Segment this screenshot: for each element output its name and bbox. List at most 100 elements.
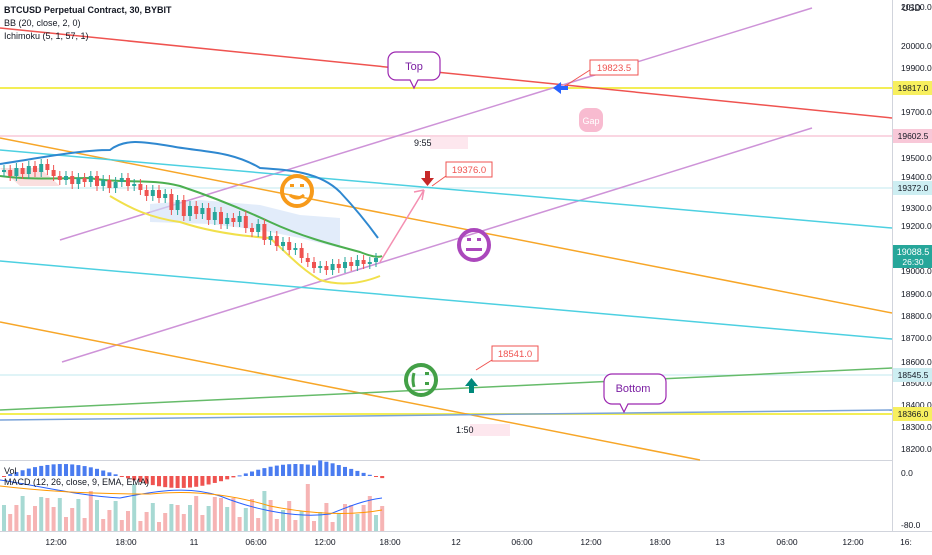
current-price-badge[interactable]: 19088.5 26:30 — [893, 245, 932, 268]
volume-bar — [20, 496, 25, 531]
candle-body — [57, 176, 62, 180]
macd-hist-bar — [281, 464, 285, 476]
candle-body — [200, 208, 205, 214]
volume-bar — [8, 514, 13, 531]
macd-hist-bar — [26, 468, 31, 476]
price-tick-label: 19000.0 — [901, 266, 932, 276]
macd-hist-bar — [206, 476, 211, 485]
volume-bar — [138, 521, 143, 531]
price-badges: 19817.0 19602.5 19372.0 18545.5 18366.0 — [893, 81, 932, 421]
price-axis[interactable]: 20100.0 20000.0 19900.0 19700.0 19500.0 19400… — [901, 2, 932, 454]
callout-bottom-text: Bottom — [616, 383, 651, 395]
trendline-orange-lower[interactable] — [0, 321, 701, 461]
price-badge-bg — [893, 181, 932, 195]
macd-hist-bar — [2, 476, 6, 477]
macd-hist-bar — [194, 476, 199, 487]
macd-hist-bar — [51, 464, 56, 476]
volume-bar — [367, 496, 372, 531]
projection-line[interactable] — [379, 189, 425, 263]
indicator-pane[interactable] — [0, 461, 892, 531]
volume-bar — [206, 506, 211, 531]
macd-hist-bar — [355, 470, 360, 476]
candle-body — [8, 170, 13, 176]
volume-bar — [181, 514, 186, 531]
price-tick-label: 19900.0 — [901, 63, 932, 73]
callout-gap[interactable]: Gap — [579, 108, 603, 132]
candle-body — [287, 242, 292, 250]
trendline-blue[interactable] — [0, 409, 893, 421]
price-callout-high[interactable]: 19823.5 — [564, 59, 639, 87]
candle-body — [256, 224, 261, 232]
macd-hist-bar — [324, 461, 329, 476]
volume-bar — [281, 510, 285, 531]
trendline-orange-upper[interactable] — [0, 137, 893, 314]
macd-hist-bar — [200, 476, 205, 486]
volume-bar — [45, 498, 50, 531]
trendline-green[interactable] — [0, 367, 893, 411]
volume-bar — [225, 507, 230, 531]
macd-histogram[interactable] — [2, 460, 385, 488]
trendline-red[interactable] — [0, 27, 893, 119]
candles[interactable] — [2, 159, 378, 275]
macd-legend[interactable]: MACD (12, 26, close, 9, EMA, EMA) — [4, 477, 150, 487]
candle-body — [206, 208, 211, 220]
candle-body — [219, 212, 223, 224]
trendline-teal-lower[interactable] — [0, 260, 893, 340]
price-tick-label: 19200.0 — [901, 221, 932, 231]
macd-hist-bar — [150, 476, 155, 486]
volume-bar — [374, 515, 378, 531]
price-badge-label: 18545.5 — [898, 370, 929, 380]
price-tick-label: 18400.0 — [901, 400, 932, 410]
main-pane[interactable] — [0, 0, 892, 460]
volume-bars[interactable] — [2, 484, 385, 531]
candle-body — [126, 178, 130, 186]
macd-hist-bar — [305, 464, 310, 476]
candle-body — [194, 206, 199, 214]
ichimoku-legend[interactable]: Ichimoku (5, 1, 57, 1) — [4, 31, 89, 41]
symbol-title[interactable]: BTCUSD Perpetual Contract, 30, BYBIT — [4, 5, 172, 15]
bb-legend[interactable]: BB (20, close, 2, 0) — [4, 18, 81, 28]
price-callout-low[interactable]: 18541.0 — [475, 345, 539, 371]
macd-hist-bar — [367, 474, 372, 476]
volume-bar — [2, 505, 6, 531]
volume-bar — [200, 515, 205, 531]
trendline-purple-lower[interactable] — [61, 127, 813, 363]
macd-hist-bar — [318, 460, 323, 476]
volume-bar — [119, 520, 124, 531]
down-arrow-icon — [421, 171, 434, 186]
macd-hist-bar — [157, 476, 161, 487]
up-arrow-icon — [465, 378, 478, 393]
time-tick-label: 18:00 — [115, 537, 137, 547]
time-label-2-bg — [470, 424, 510, 436]
volume-bar — [33, 506, 37, 531]
volume-bar — [14, 505, 19, 531]
candle-body — [88, 176, 93, 182]
macd-hist-bar — [212, 476, 217, 483]
callout-bottom[interactable]: Bottom — [603, 373, 667, 414]
volume-bar — [64, 517, 68, 531]
candle-body — [14, 168, 19, 176]
volume-bar — [324, 503, 329, 531]
time-axis[interactable]: 12:00 18:00 11 06:00 12:00 18:00 12 06:00 12:00 1… — [45, 537, 912, 547]
macd-hist-bar — [250, 471, 254, 476]
macd-hist-bar — [231, 476, 236, 478]
volume-bar — [305, 484, 310, 531]
price-tick-label: 18800.0 — [901, 311, 932, 321]
volume-bar — [312, 521, 316, 531]
candle-body — [343, 262, 347, 268]
vol-legend[interactable]: Vol — [4, 466, 17, 476]
projection-arrowhead — [413, 189, 425, 201]
macd-hist-bar — [101, 470, 106, 476]
volume-bar — [39, 497, 44, 531]
price-callout-mid[interactable]: 19376.0 — [431, 161, 493, 187]
price-tick-label: 18700.0 — [901, 333, 932, 343]
macd-hist-bar — [188, 476, 192, 488]
volume-bar — [88, 491, 93, 531]
price-badge-bg — [893, 129, 932, 143]
trendline-teal-upper[interactable] — [0, 149, 893, 229]
price-tick-label: 18300.0 — [901, 422, 932, 432]
callout-top[interactable]: Top — [387, 51, 441, 90]
candle-body — [51, 170, 56, 176]
